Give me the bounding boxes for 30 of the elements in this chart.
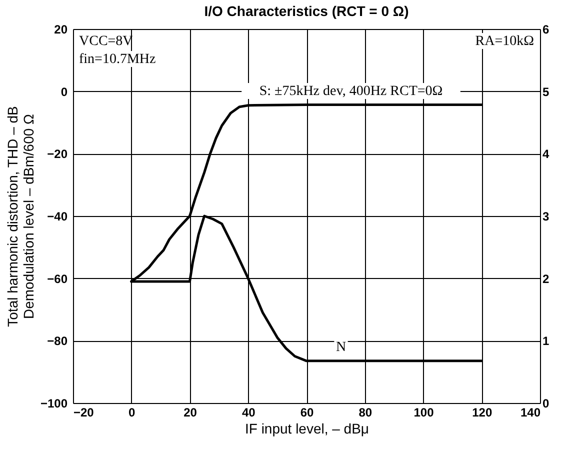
y2-tick-label: 4 [542, 147, 550, 162]
chart-title: I/O Characteristics (RCT = 0 Ω) [204, 3, 409, 19]
y-tick-label: −80 [47, 334, 68, 348]
x-axis-title: IF input level, – dBμ [244, 420, 370, 436]
y2-tick-label: 1 [542, 334, 550, 348]
annotation: fin=10.7MHz [79, 52, 156, 67]
y-tick-label: −40 [47, 210, 68, 224]
y2-tick-label: 2 [542, 272, 550, 286]
y-tick-label: 0 [60, 84, 68, 99]
x-tick-label: 60 [300, 406, 314, 420]
x-tick-label: 0 [128, 406, 136, 420]
x-tick-label: 100 [414, 406, 434, 420]
y-tick-label: −20 [47, 147, 68, 162]
x-tick-label: 40 [242, 406, 256, 420]
x-tick-label: 140 [520, 406, 541, 420]
annotation: N [336, 340, 346, 355]
y2-tick-label: 5 [542, 84, 550, 99]
y2-tick-label: 0 [542, 396, 550, 410]
x-tick-label: 120 [472, 406, 492, 420]
x-tick-label: 80 [358, 406, 372, 420]
annotation: S: ±75kHz dev, 400Hz RCT=0Ω [259, 84, 443, 99]
y-tick-label: −100 [40, 396, 68, 410]
y2-tick-label: 3 [542, 210, 550, 224]
y-tick-label: 20 [54, 22, 68, 36]
x-tick-label: 20 [184, 406, 198, 420]
y-axis-title: Total harmonic distortion, THD – dB Demodulation level – dBm/600 Ω [4, 106, 36, 327]
annotation: RA=10kΩ [475, 34, 534, 49]
y2-tick-label: 6 [542, 22, 550, 36]
x-tick-label: −20 [74, 406, 94, 420]
y-tick-label: −60 [47, 272, 68, 286]
